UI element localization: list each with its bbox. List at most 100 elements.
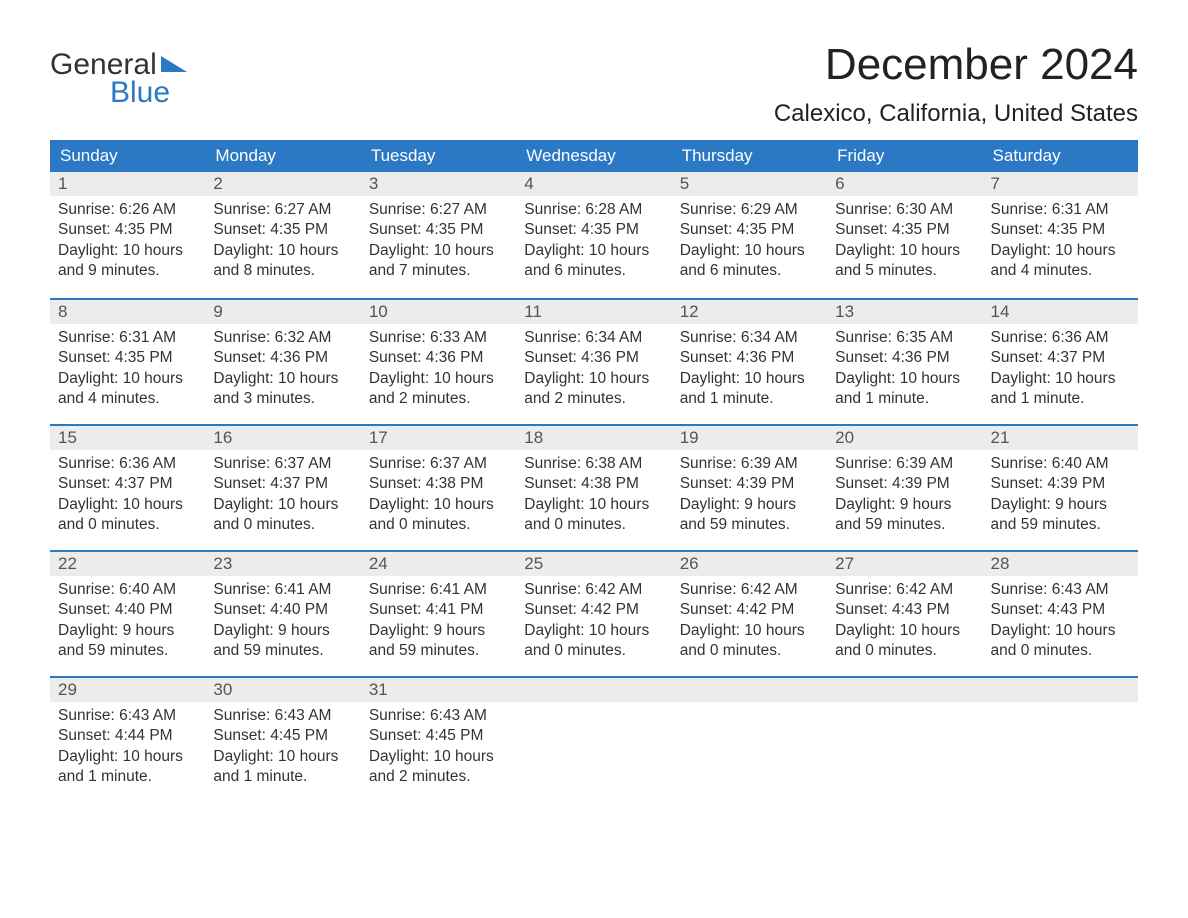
day-sunset: Sunset: 4:36 PM: [213, 348, 352, 368]
day-d2: and 59 minutes.: [991, 515, 1130, 535]
day-body: Sunrise: 6:43 AMSunset: 4:45 PMDaylight:…: [361, 702, 516, 798]
month-title: December 2024: [774, 40, 1138, 90]
day-sunrise: Sunrise: 6:42 AM: [680, 580, 819, 600]
calendar-cell: 14Sunrise: 6:36 AMSunset: 4:37 PMDayligh…: [983, 298, 1138, 424]
day-sunrise: Sunrise: 6:39 AM: [680, 454, 819, 474]
day-number: 21: [983, 424, 1138, 450]
day-sunrise: Sunrise: 6:37 AM: [213, 454, 352, 474]
calendar-cell: 31Sunrise: 6:43 AMSunset: 4:45 PMDayligh…: [361, 676, 516, 802]
day-sunset: Sunset: 4:35 PM: [835, 220, 974, 240]
day-d1: Daylight: 10 hours: [213, 747, 352, 767]
day-sunset: Sunset: 4:36 PM: [524, 348, 663, 368]
day-number: 4: [516, 172, 671, 196]
day-sunset: Sunset: 4:36 PM: [369, 348, 508, 368]
day-number: 23: [205, 550, 360, 576]
day-d2: and 4 minutes.: [58, 389, 197, 409]
day-d2: and 0 minutes.: [835, 641, 974, 661]
day-number: 7: [983, 172, 1138, 196]
day-sunrise: Sunrise: 6:32 AM: [213, 328, 352, 348]
day-sunset: Sunset: 4:40 PM: [58, 600, 197, 620]
day-number-empty: [672, 676, 827, 702]
day-number-empty: [827, 676, 982, 702]
day-sunrise: Sunrise: 6:27 AM: [369, 200, 508, 220]
day-number: 19: [672, 424, 827, 450]
calendar-cell: 12Sunrise: 6:34 AMSunset: 4:36 PMDayligh…: [672, 298, 827, 424]
day-body: Sunrise: 6:32 AMSunset: 4:36 PMDaylight:…: [205, 324, 360, 420]
day-d1: Daylight: 10 hours: [680, 369, 819, 389]
day-d1: Daylight: 10 hours: [680, 621, 819, 641]
day-body: Sunrise: 6:40 AMSunset: 4:40 PMDaylight:…: [50, 576, 205, 672]
day-d2: and 59 minutes.: [835, 515, 974, 535]
logo-text-2: Blue: [110, 76, 170, 110]
day-number: 26: [672, 550, 827, 576]
weekday-header: Thursday: [672, 140, 827, 172]
calendar-cell: 4Sunrise: 6:28 AMSunset: 4:35 PMDaylight…: [516, 172, 671, 298]
day-number: 18: [516, 424, 671, 450]
day-d1: Daylight: 10 hours: [369, 495, 508, 515]
day-sunset: Sunset: 4:35 PM: [58, 348, 197, 368]
day-sunset: Sunset: 4:44 PM: [58, 726, 197, 746]
day-sunrise: Sunrise: 6:43 AM: [991, 580, 1130, 600]
day-d1: Daylight: 10 hours: [213, 495, 352, 515]
day-body: Sunrise: 6:31 AMSunset: 4:35 PMDaylight:…: [50, 324, 205, 420]
day-sunset: Sunset: 4:36 PM: [680, 348, 819, 368]
day-number: 22: [50, 550, 205, 576]
day-sunrise: Sunrise: 6:28 AM: [524, 200, 663, 220]
day-sunset: Sunset: 4:45 PM: [213, 726, 352, 746]
weekday-header: Wednesday: [516, 140, 671, 172]
day-d1: Daylight: 10 hours: [58, 369, 197, 389]
calendar-cell: 28Sunrise: 6:43 AMSunset: 4:43 PMDayligh…: [983, 550, 1138, 676]
calendar-cell: 9Sunrise: 6:32 AMSunset: 4:36 PMDaylight…: [205, 298, 360, 424]
day-body: Sunrise: 6:30 AMSunset: 4:35 PMDaylight:…: [827, 196, 982, 292]
day-sunset: Sunset: 4:35 PM: [58, 220, 197, 240]
calendar-table: Sunday Monday Tuesday Wednesday Thursday…: [50, 140, 1138, 802]
calendar-cell: 5Sunrise: 6:29 AMSunset: 4:35 PMDaylight…: [672, 172, 827, 298]
day-d1: Daylight: 10 hours: [835, 621, 974, 641]
calendar-cell: 17Sunrise: 6:37 AMSunset: 4:38 PMDayligh…: [361, 424, 516, 550]
calendar-cell: 24Sunrise: 6:41 AMSunset: 4:41 PMDayligh…: [361, 550, 516, 676]
weekday-header: Sunday: [50, 140, 205, 172]
day-number: 20: [827, 424, 982, 450]
day-number: 15: [50, 424, 205, 450]
day-sunset: Sunset: 4:42 PM: [524, 600, 663, 620]
day-sunset: Sunset: 4:35 PM: [369, 220, 508, 240]
calendar-cell: 26Sunrise: 6:42 AMSunset: 4:42 PMDayligh…: [672, 550, 827, 676]
day-body: Sunrise: 6:38 AMSunset: 4:38 PMDaylight:…: [516, 450, 671, 546]
day-sunrise: Sunrise: 6:42 AM: [835, 580, 974, 600]
day-sunrise: Sunrise: 6:36 AM: [991, 328, 1130, 348]
day-number: 24: [361, 550, 516, 576]
day-sunrise: Sunrise: 6:33 AM: [369, 328, 508, 348]
day-sunrise: Sunrise: 6:38 AM: [524, 454, 663, 474]
logo: General Blue: [50, 48, 189, 110]
day-d1: Daylight: 10 hours: [58, 495, 197, 515]
day-d1: Daylight: 10 hours: [213, 369, 352, 389]
day-sunset: Sunset: 4:39 PM: [835, 474, 974, 494]
day-sunrise: Sunrise: 6:37 AM: [369, 454, 508, 474]
day-body: Sunrise: 6:27 AMSunset: 4:35 PMDaylight:…: [361, 196, 516, 292]
day-sunrise: Sunrise: 6:43 AM: [213, 706, 352, 726]
calendar-cell: 1Sunrise: 6:26 AMSunset: 4:35 PMDaylight…: [50, 172, 205, 298]
day-d1: Daylight: 10 hours: [835, 241, 974, 261]
day-d1: Daylight: 10 hours: [58, 747, 197, 767]
day-number: 2: [205, 172, 360, 196]
day-sunset: Sunset: 4:35 PM: [524, 220, 663, 240]
day-body: Sunrise: 6:35 AMSunset: 4:36 PMDaylight:…: [827, 324, 982, 420]
day-sunset: Sunset: 4:35 PM: [680, 220, 819, 240]
day-d2: and 0 minutes.: [524, 641, 663, 661]
day-d1: Daylight: 10 hours: [680, 241, 819, 261]
day-d1: Daylight: 10 hours: [835, 369, 974, 389]
day-sunset: Sunset: 4:38 PM: [524, 474, 663, 494]
day-sunset: Sunset: 4:36 PM: [835, 348, 974, 368]
day-d1: Daylight: 10 hours: [524, 621, 663, 641]
day-d2: and 1 minute.: [680, 389, 819, 409]
day-sunrise: Sunrise: 6:40 AM: [58, 580, 197, 600]
weekday-header: Tuesday: [361, 140, 516, 172]
day-number: 28: [983, 550, 1138, 576]
day-d2: and 1 minute.: [991, 389, 1130, 409]
calendar-cell: 22Sunrise: 6:40 AMSunset: 4:40 PMDayligh…: [50, 550, 205, 676]
header: General Blue December 2024 Calexico, Cal…: [50, 40, 1138, 128]
day-body: Sunrise: 6:39 AMSunset: 4:39 PMDaylight:…: [672, 450, 827, 546]
day-sunset: Sunset: 4:43 PM: [991, 600, 1130, 620]
calendar-cell: [983, 676, 1138, 802]
calendar-cell: [516, 676, 671, 802]
